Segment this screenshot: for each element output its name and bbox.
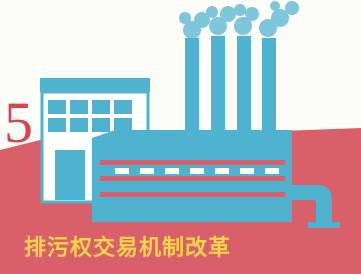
illustration: 5 排污权交易机制改革 bbox=[0, 0, 361, 274]
caption: 排污权交易机制改革 bbox=[24, 235, 231, 261]
main-building bbox=[92, 130, 292, 222]
section-number: 5 bbox=[4, 90, 33, 155]
